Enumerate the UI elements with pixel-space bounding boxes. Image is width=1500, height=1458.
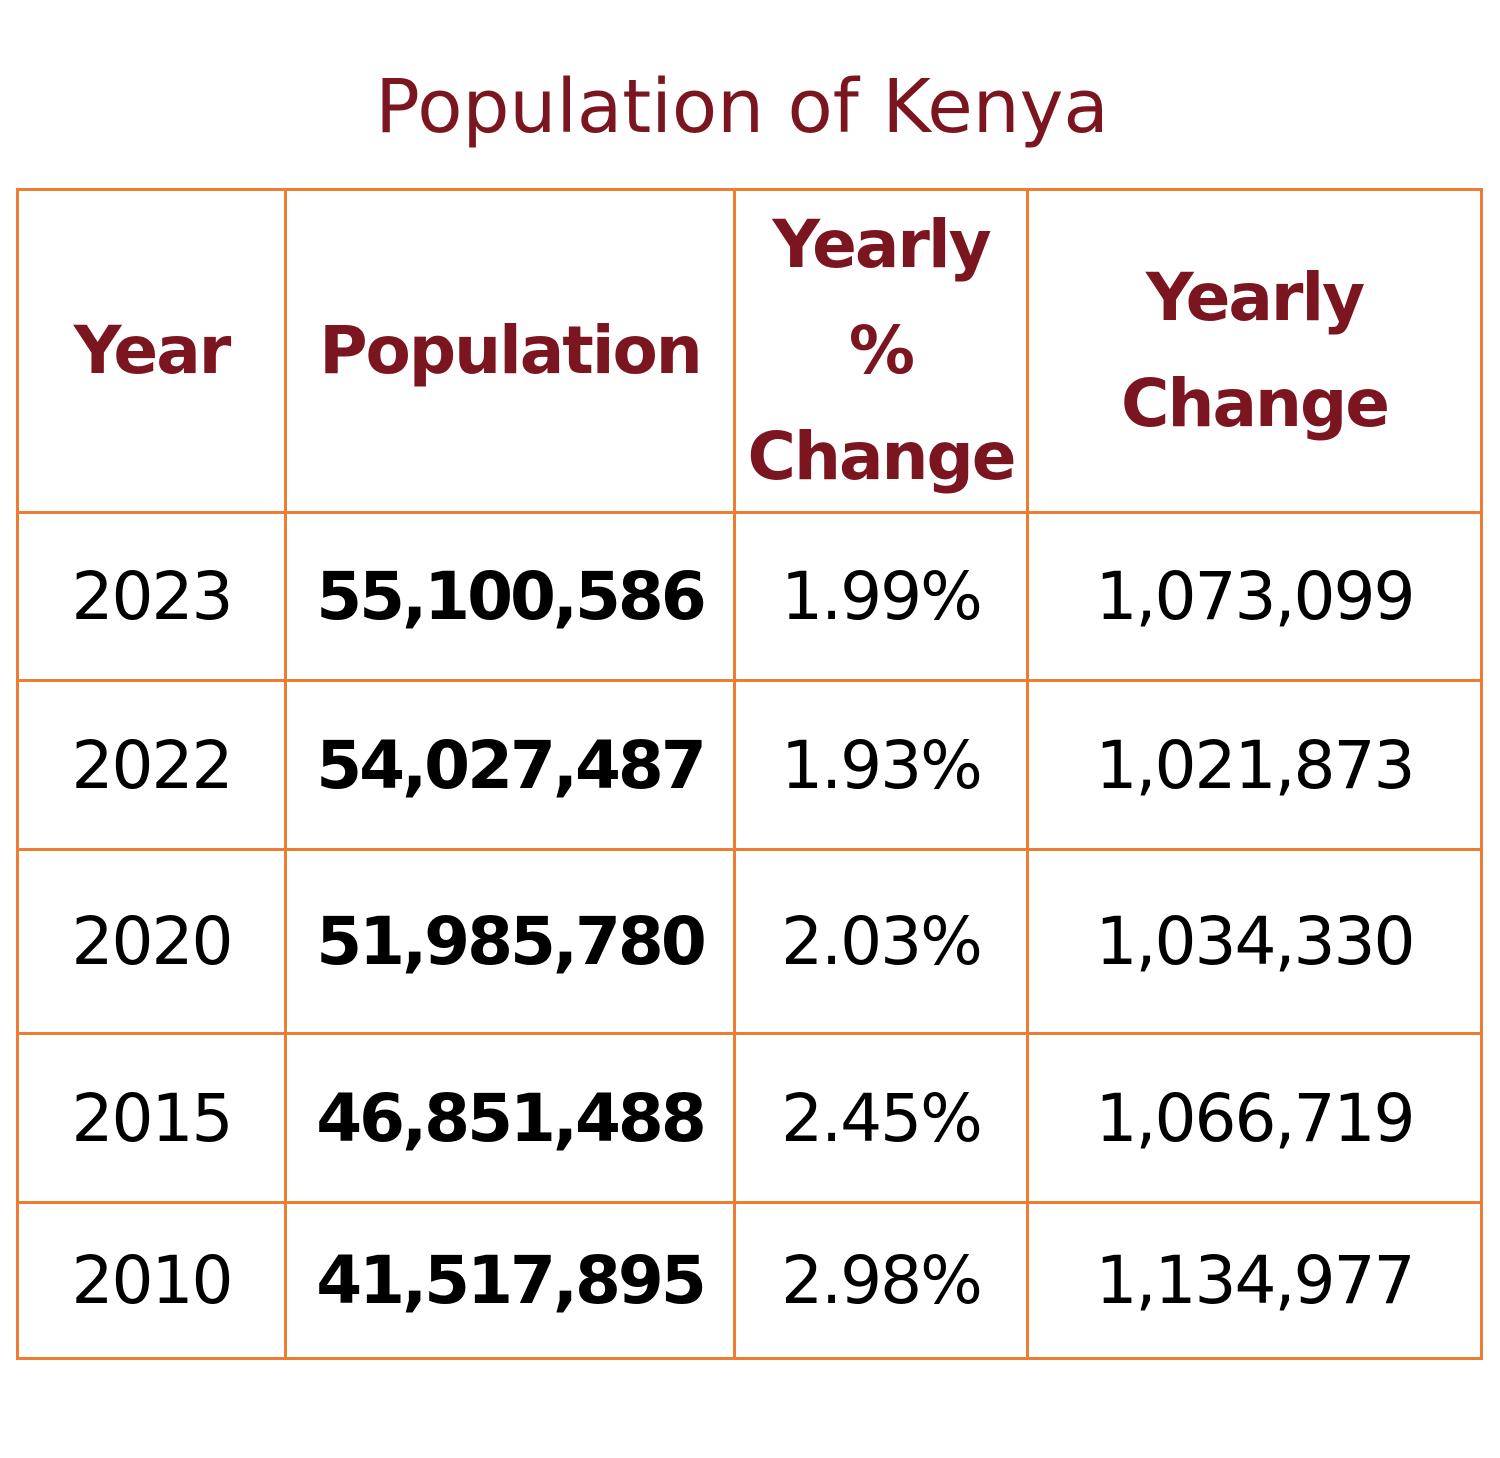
cell-yearly-pct-change: 2.98% (733, 1201, 1029, 1360)
cell-population: 41,517,895 (284, 1201, 736, 1360)
header-line: Change (1121, 365, 1390, 442)
cell-yearly-change: 1,134,977 (1026, 1201, 1483, 1360)
table-header-row: Year Population Yearly % Change Yearly C… (16, 188, 1483, 514)
population-table: Year Population Yearly % Change Yearly C… (16, 188, 1483, 1360)
cell-population: 51,985,780 (284, 848, 736, 1035)
table-row: 2010 41,517,895 2.98% 1,134,977 (16, 1201, 1483, 1360)
header-line: Population (319, 312, 703, 389)
cell-yearly-pct-change: 1.93% (733, 679, 1029, 851)
cell-yearly-change: 1,066,719 (1026, 1032, 1483, 1204)
cell-yearly-change: 1,073,099 (1026, 511, 1483, 682)
header-population: Population (284, 188, 736, 514)
header-line: Yearly (772, 206, 991, 283)
cell-yearly-change: 1,021,873 (1026, 679, 1483, 851)
cell-yearly-pct-change: 2.45% (733, 1032, 1029, 1204)
cell-yearly-pct-change: 2.03% (733, 848, 1029, 1035)
cell-population: 55,100,586 (284, 511, 736, 682)
cell-year: 2010 (16, 1201, 287, 1360)
header-line: Change (747, 418, 1017, 495)
header-line: Year (73, 312, 232, 389)
cell-yearly-pct-change: 1.99% (733, 511, 1029, 682)
table-row: 2022 54,027,487 1.93% 1,021,873 (16, 679, 1483, 851)
header-line: Yearly (1145, 259, 1365, 336)
table-row: 2020 51,985,780 2.03% 1,034,330 (16, 848, 1483, 1035)
page-title: Population of Kenya (375, 64, 1109, 150)
header-yearly-pct-change: Yearly % Change (733, 188, 1029, 514)
cell-year: 2020 (16, 848, 287, 1035)
header-year: Year (16, 188, 287, 514)
cell-year: 2022 (16, 679, 287, 851)
table-row: 2015 46,851,488 2.45% 1,066,719 (16, 1032, 1483, 1204)
cell-year: 2023 (16, 511, 287, 682)
cell-population: 46,851,488 (284, 1032, 736, 1204)
cell-yearly-change: 1,034,330 (1026, 848, 1483, 1035)
header-yearly-change: Yearly Change (1026, 188, 1483, 514)
cell-population: 54,027,487 (284, 679, 736, 851)
cell-year: 2015 (16, 1032, 287, 1204)
header-line: % (848, 312, 915, 389)
table-row: 2023 55,100,586 1.99% 1,073,099 (16, 511, 1483, 682)
